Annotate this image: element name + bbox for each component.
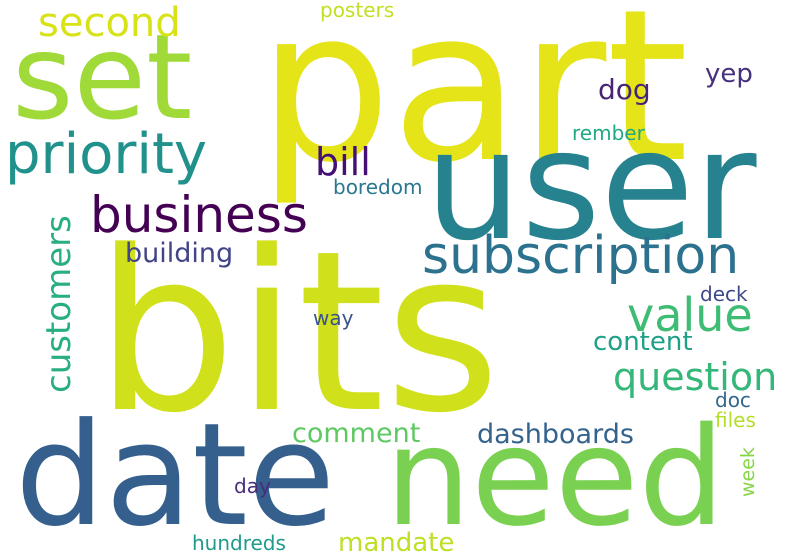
word-question: question: [613, 355, 778, 399]
word-second: second: [38, 0, 181, 46]
word-boredom: boredom: [333, 175, 423, 199]
word-part: part: [258, 0, 689, 209]
word-mandate: mandate: [338, 528, 455, 558]
word-building: building: [125, 238, 234, 269]
word-dashboards: dashboards: [477, 419, 634, 450]
word-week: week: [737, 447, 759, 497]
word-day: day: [234, 474, 271, 498]
word-posters: posters: [320, 0, 395, 22]
word-deck: deck: [700, 282, 748, 306]
word-hundreds: hundreds: [192, 531, 286, 555]
word-need: need: [385, 399, 725, 557]
word-user: user: [425, 97, 757, 274]
word-rember: rember: [572, 121, 645, 145]
word-content: content: [593, 327, 693, 357]
word-comment: comment: [292, 418, 421, 449]
word-date: date: [15, 393, 336, 558]
word-customers: customers: [39, 215, 79, 393]
word-way: way: [313, 306, 354, 330]
word-bill: bill: [315, 140, 371, 184]
word-bits: bits: [95, 204, 501, 462]
word-files: files: [715, 408, 756, 432]
word-business: business: [90, 186, 308, 244]
word-dog: dog: [598, 73, 651, 106]
word-doc: doc: [715, 388, 751, 412]
word-subscription: subscription: [422, 226, 740, 286]
word-yep: yep: [705, 59, 753, 89]
word-priority: priority: [5, 122, 208, 187]
word-value: value: [627, 288, 753, 342]
word-set: set: [12, 8, 193, 146]
